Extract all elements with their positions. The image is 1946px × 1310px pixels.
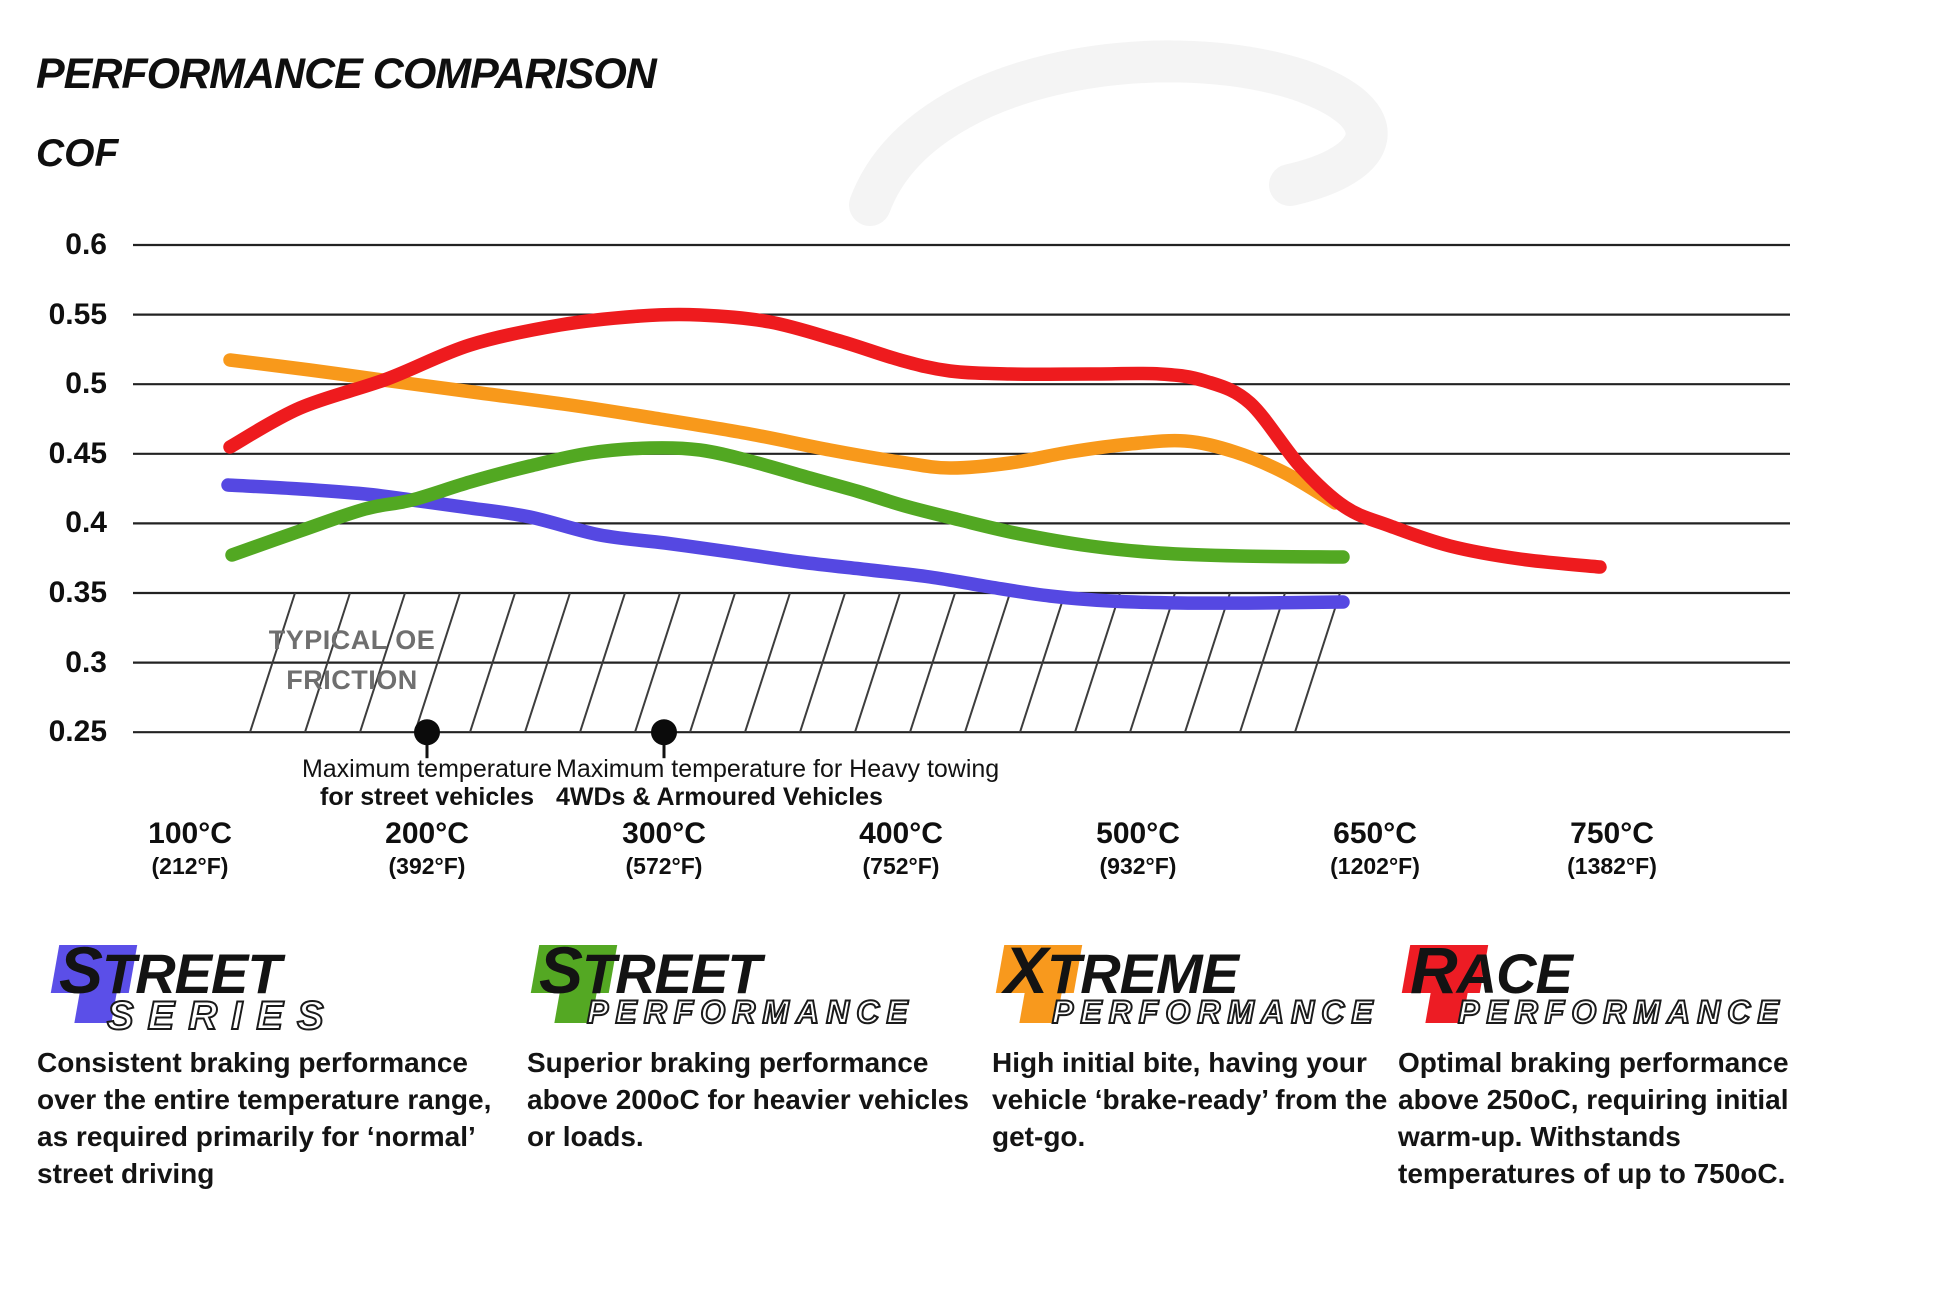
race-performance-word1: RACE (1410, 937, 1573, 1003)
oe-band-hatch-line (414, 592, 461, 733)
y-axis-title: COF (36, 132, 119, 175)
annotation-line: Maximum temperature (301, 755, 553, 783)
page-title: PERFORMANCE COMPARISON (36, 50, 657, 98)
celsius-label: 650°C (1333, 817, 1417, 850)
fahrenheit-label: (1202°F) (1330, 853, 1420, 879)
fahrenheit-label: (212°F) (151, 853, 229, 879)
oe-band-hatch-line (1294, 592, 1341, 733)
legend-item-street-performance: STREET PERFORMANCE Superior braking perfor… (527, 937, 987, 1155)
fahrenheit-label: (392°F) (388, 853, 466, 879)
race-performance-description: Optimal braking performance above 250oC,… (1398, 1047, 1789, 1189)
y-tick-label-0.5: 0.5 (65, 367, 107, 401)
brand-initial: S (59, 933, 103, 1007)
xtreme-performance-description: High initial bite, having your vehicle ‘… (992, 1047, 1388, 1152)
x-tick-label-500c: 500°C (932°F) (1048, 818, 1228, 880)
celsius-label: 500°C (1096, 817, 1180, 850)
celsius-label: 400°C (859, 817, 943, 850)
oe-band-hatch-line (469, 592, 516, 733)
oe-band-hatch-line (634, 592, 681, 733)
brand-initial: R (1410, 933, 1458, 1007)
brand-word-rest: ACE (1456, 942, 1573, 1005)
oe-band-hatch-line (799, 592, 846, 733)
celsius-label: 200°C (385, 817, 469, 850)
fahrenheit-label: (1382°F) (1567, 853, 1657, 879)
street-performance-curve (225, 441, 1350, 564)
xtreme-performance-word2: PERFORMANCE (1051, 993, 1380, 1031)
oe-label-line1: TYPICAL OE (268, 625, 436, 655)
oe-band-hatch-line (304, 592, 351, 733)
legend-item-street-series: STREET SERIES Consistent braking performan… (37, 937, 497, 1192)
x-tick-label-300c: 300°C (572°F) (574, 818, 754, 880)
brand-word-rest: TREET (582, 942, 762, 1005)
x-tick-label-400c: 400°C (752°F) (811, 818, 991, 880)
oe-band-hatch-line (854, 592, 901, 733)
race-performance-word2: PERFORMANCE (1457, 993, 1786, 1031)
annotation-dot-2 (651, 719, 677, 746)
oe-band-hatch-line (909, 592, 956, 733)
fahrenheit-label: (932°F) (1099, 853, 1177, 879)
celsius-label: 100°C (148, 817, 232, 850)
oe-band-hatch-line (964, 592, 1011, 733)
street-series-description: Consistent braking performance over the … (37, 1047, 492, 1189)
race-performance-curve (223, 307, 1607, 574)
annotation-line-bold: 4WDs & Armoured Vehicles (556, 783, 883, 811)
y-tick-label-0.3: 0.3 (65, 645, 107, 679)
oe-band-hatch-line (1019, 592, 1066, 733)
y-tick-label-0.4: 0.4 (65, 506, 107, 540)
oe-band-hatch-line (524, 592, 571, 733)
street-performance-word1: STREET (539, 937, 762, 1003)
oe-band-hatch-line (359, 592, 406, 733)
oe-band-hatch-line (249, 592, 296, 733)
celsius-label: 750°C (1570, 817, 1654, 850)
oe-band-hatch-line (1074, 592, 1121, 733)
typical-oe-friction-label: TYPICAL OE FRICTION (212, 620, 492, 700)
brand-initial: X (1004, 933, 1048, 1007)
brand-initial: S (539, 933, 583, 1007)
fahrenheit-label: (572°F) (625, 853, 703, 879)
oe-band-hatch-line (744, 592, 791, 733)
annotation-line: Maximum temperature for Heavy towing (556, 755, 1000, 783)
street-performance-logo: STREET PERFORMANCE (527, 937, 987, 1034)
celsius-label: 300°C (622, 817, 706, 850)
xtreme-performance-curve (223, 353, 1342, 510)
legend-item-race-performance: RACE PERFORMANCE Optimal braking performan… (1398, 937, 1860, 1192)
oe-band-hatch-line (1184, 592, 1231, 733)
y-tick-label-0.25: 0.25 (48, 715, 107, 749)
background-watermark-swoosh (849, 40, 1388, 226)
street-series-word1: STREET (59, 937, 282, 1003)
xtreme-performance-logo: XTREME PERFORMANCE (992, 937, 1392, 1034)
brand-word-rest: TREET (102, 942, 282, 1005)
oe-band-hatch-line (579, 592, 626, 733)
x-tick-label-650c: 650°C (1202°F) (1285, 818, 1465, 880)
x-tick-label-100c: 100°C (212°F) (100, 818, 280, 880)
xtreme-performance-word1: XTREME (1004, 937, 1239, 1003)
annotation-max-temp-heavy-towing: Maximum temperature for Heavy towing 4WD… (556, 755, 1116, 811)
y-tick-label-0.35: 0.35 (48, 576, 107, 609)
fahrenheit-label: (752°F) (862, 853, 940, 879)
legend-item-xtreme-performance: XTREME PERFORMANCE High initial bite, havi… (992, 937, 1392, 1155)
oe-band-hatch-line (1239, 592, 1286, 733)
y-tick-label-0.45: 0.45 (48, 436, 107, 470)
annotation-dot-1 (414, 719, 440, 746)
annotation-line-bold: for street vehicles (320, 783, 534, 811)
street-series-logo: STREET SERIES (47, 937, 497, 1039)
race-performance-logo: RACE PERFORMANCE (1398, 937, 1860, 1034)
y-tick-label-0.6: 0.6 (65, 228, 107, 261)
oe-band-hatch-line (1129, 592, 1176, 733)
y-tick-label-0.55: 0.55 (48, 297, 107, 331)
annotation-max-temp-street-vehicles: Maximum temperature for street vehicles (217, 755, 637, 811)
x-tick-label-750c: 750°C (1382°F) (1522, 818, 1702, 880)
brand-word-rest: TREME (1047, 942, 1239, 1005)
street-performance-description: Superior braking performance above 200oC… (527, 1047, 969, 1152)
oe-band-hatch-line (689, 592, 736, 733)
street-series-word2: SERIES (106, 993, 338, 1039)
x-tick-label-200c: 200°C (392°F) (337, 818, 517, 880)
street-performance-word2: PERFORMANCE (586, 993, 915, 1031)
oe-label-line2: FRICTION (286, 665, 418, 695)
